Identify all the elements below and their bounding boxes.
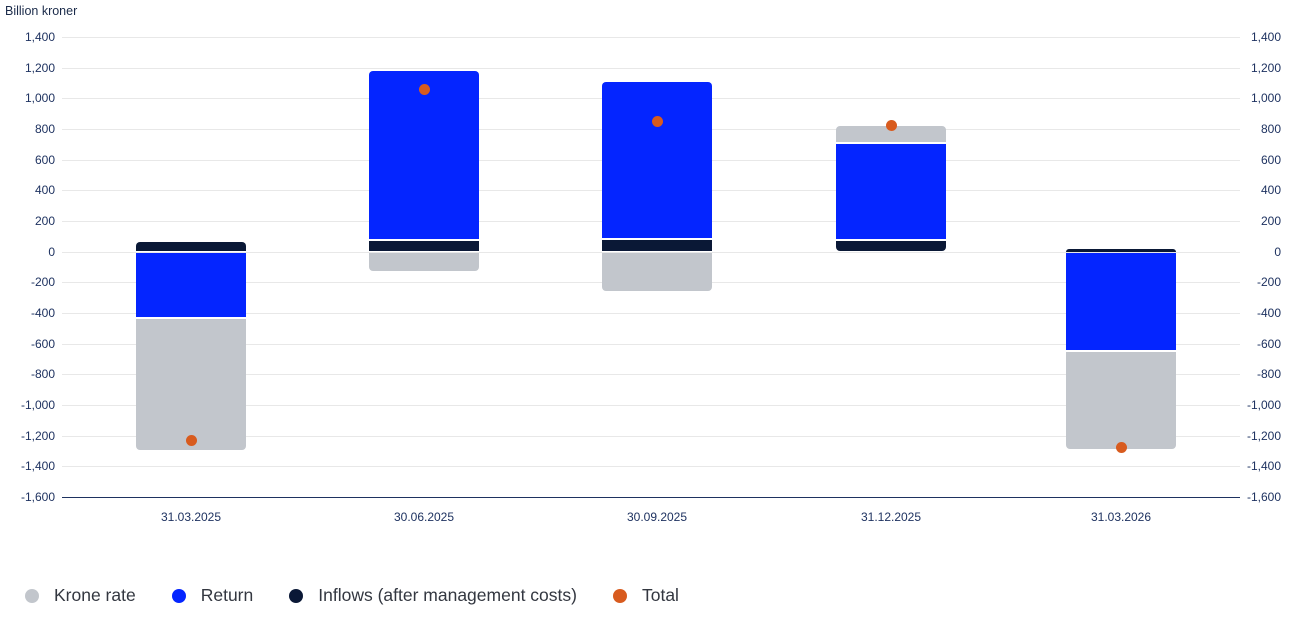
- legend-item-return[interactable]: Return: [171, 585, 254, 606]
- grid-line: [62, 466, 1240, 468]
- y-axis-label-right: -1,000: [1246, 398, 1281, 412]
- y-axis-label-right: -600: [1256, 336, 1281, 351]
- x-axis-label: 30.09.2025: [626, 510, 688, 524]
- grid-line: [62, 251, 1240, 253]
- x-axis-label: 30.06.2025: [393, 510, 455, 524]
- x-axis-label: 31.12.2025: [860, 510, 922, 524]
- y-axis-label-right: -200: [1256, 275, 1281, 290]
- total-dot[interactable]: [185, 434, 197, 446]
- bar-segment-return[interactable]: [369, 70, 479, 240]
- bar-segment-inflows-after-management-costs[interactable]: [369, 241, 479, 251]
- y-axis-label-right: 800: [1260, 122, 1281, 136]
- total-dot[interactable]: [1115, 442, 1127, 454]
- y-axis-label-right: -400: [1256, 306, 1281, 320]
- grid-line: [62, 67, 1240, 69]
- total-swatch-icon: [612, 588, 627, 603]
- legend-label: Total: [641, 585, 679, 605]
- legend-label: Krone rate: [54, 585, 136, 605]
- x-axis-label: 31.03.2026: [1090, 510, 1152, 524]
- bar-segment-inflows-after-management-costs[interactable]: [602, 240, 712, 251]
- total-dot[interactable]: [418, 84, 430, 96]
- x-axis-label: 31.03.2025: [160, 510, 222, 524]
- bar-segment-return[interactable]: [836, 143, 946, 240]
- y-axis-label-left: -600: [30, 336, 55, 351]
- y-axis-label-right: 200: [1260, 214, 1281, 228]
- grid-line: [62, 37, 1240, 38]
- y-axis-label-right: -1,600: [1246, 490, 1281, 504]
- krone-rate-swatch-icon: [25, 588, 39, 603]
- y-axis-label-right: -1,400: [1246, 459, 1281, 474]
- grid-line: [62, 435, 1240, 437]
- legend-label: Inflows (after management costs): [318, 585, 577, 605]
- y-axis-label-right: 0: [1274, 244, 1281, 259]
- y-axis-label-left: -200: [30, 275, 55, 290]
- inflows-after-management-costs-swatch-icon: [289, 588, 304, 603]
- y-axis-label-left: 200: [34, 214, 55, 228]
- bar-segment-inflows-after-management-costs[interactable]: [1066, 249, 1176, 252]
- y-axis-label-left: 0: [48, 244, 55, 259]
- total-dot[interactable]: [651, 115, 663, 127]
- y-axis-label-right: -1,200: [1246, 428, 1281, 443]
- legend-item-krone-rate[interactable]: Krone rate: [25, 585, 136, 606]
- y-axis-label-left: -1,200: [20, 428, 55, 443]
- chart-title: Billion kroner: [5, 4, 78, 18]
- y-axis-label-left: 1,000: [24, 91, 55, 106]
- bar-segment-krone-rate[interactable]: [602, 252, 712, 291]
- bar-segment-inflows-after-management-costs[interactable]: [836, 241, 946, 251]
- y-axis-label-right: 1,200: [1250, 60, 1281, 75]
- y-axis-label-right: 400: [1260, 183, 1281, 198]
- legend-label: Return: [200, 585, 254, 605]
- y-axis-label-left: 1,400: [24, 30, 55, 44]
- bar-segment-return[interactable]: [602, 82, 712, 239]
- bar-segment-krone-rate[interactable]: [1066, 351, 1176, 450]
- y-axis-label-right: -800: [1256, 367, 1281, 382]
- bar-segment-return[interactable]: [136, 252, 246, 317]
- y-axis-label-left: -1,600: [20, 490, 55, 504]
- bar-segment-krone-rate[interactable]: [136, 318, 246, 450]
- return-swatch-icon: [171, 588, 186, 603]
- x-axis-line: [62, 497, 1240, 498]
- legend: Krone rate Return Inflows (after managemen…: [25, 585, 679, 606]
- y-axis-label-left: -1,400: [20, 459, 55, 474]
- y-axis-label-left: 1,200: [24, 60, 55, 75]
- y-axis-label-left: -1,000: [20, 398, 55, 412]
- y-axis-label-right: 1,000: [1250, 91, 1281, 106]
- y-axis-label-left: 600: [34, 152, 55, 167]
- y-axis-label-left: -400: [30, 306, 55, 320]
- y-axis-label-left: -800: [30, 367, 55, 382]
- grid-line: [62, 405, 1240, 406]
- y-axis-label-left: 400: [34, 183, 55, 198]
- bar-segment-return[interactable]: [1066, 252, 1176, 350]
- total-dot[interactable]: [885, 119, 897, 131]
- bar-segment-krone-rate[interactable]: [369, 252, 479, 271]
- legend-item-inflows-after-management-costs[interactable]: Inflows (after management costs): [289, 585, 577, 606]
- grid-line: [62, 374, 1240, 376]
- y-axis-label-right: 1,400: [1250, 30, 1281, 44]
- bar-segment-krone-rate[interactable]: [836, 126, 946, 142]
- grid-line: [62, 313, 1240, 314]
- bar-segment-inflows-after-management-costs[interactable]: [136, 241, 246, 251]
- y-axis-label-right: 600: [1260, 152, 1281, 167]
- legend-item-total[interactable]: Total: [612, 585, 679, 606]
- y-axis-label-left: 800: [34, 122, 55, 136]
- grid-line: [62, 343, 1240, 345]
